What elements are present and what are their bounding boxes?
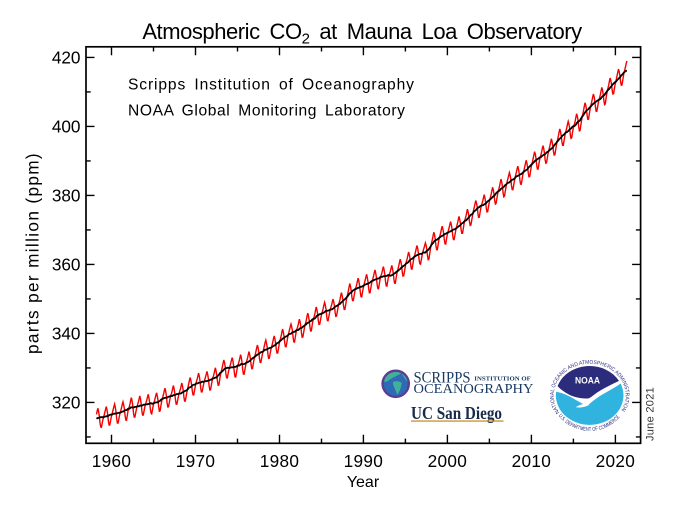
svg-text:1990: 1990 <box>344 451 383 471</box>
svg-text:UC San Diego: UC San Diego <box>411 403 502 423</box>
svg-text:380: 380 <box>52 186 81 206</box>
svg-text:400: 400 <box>52 117 81 137</box>
svg-text:SCRIPPS: SCRIPPS <box>414 370 471 387</box>
svg-text:2010: 2010 <box>512 451 551 471</box>
svg-text:1980: 1980 <box>260 451 299 471</box>
svg-text:420: 420 <box>52 48 81 68</box>
svg-text:NOAA Global Monitoring Laborat: NOAA Global Monitoring Laboratory <box>128 102 406 119</box>
svg-text:OCEANOGRAPHY: OCEANOGRAPHY <box>414 381 534 396</box>
svg-text:340: 340 <box>52 324 81 344</box>
svg-text:parts per million (ppm): parts per million (ppm) <box>23 152 43 354</box>
svg-text:360: 360 <box>52 255 81 275</box>
svg-text:2020: 2020 <box>596 451 635 471</box>
svg-text:1970: 1970 <box>176 451 215 471</box>
svg-text:2000: 2000 <box>428 451 467 471</box>
svg-text:NOAA: NOAA <box>575 375 600 386</box>
svg-text:INSTITUTION OF: INSTITUTION OF <box>474 377 531 383</box>
svg-text:Atmospheric CO2 at Mauna Loa O: Atmospheric CO2 at Mauna Loa Observatory <box>142 19 582 48</box>
svg-text:Year: Year <box>347 474 380 491</box>
svg-text:Scripps Institution of Oceanog: Scripps Institution of Oceanography <box>128 76 415 93</box>
svg-text:June 2021: June 2021 <box>645 387 657 441</box>
svg-text:320: 320 <box>52 393 81 413</box>
svg-text:1960: 1960 <box>92 451 131 471</box>
